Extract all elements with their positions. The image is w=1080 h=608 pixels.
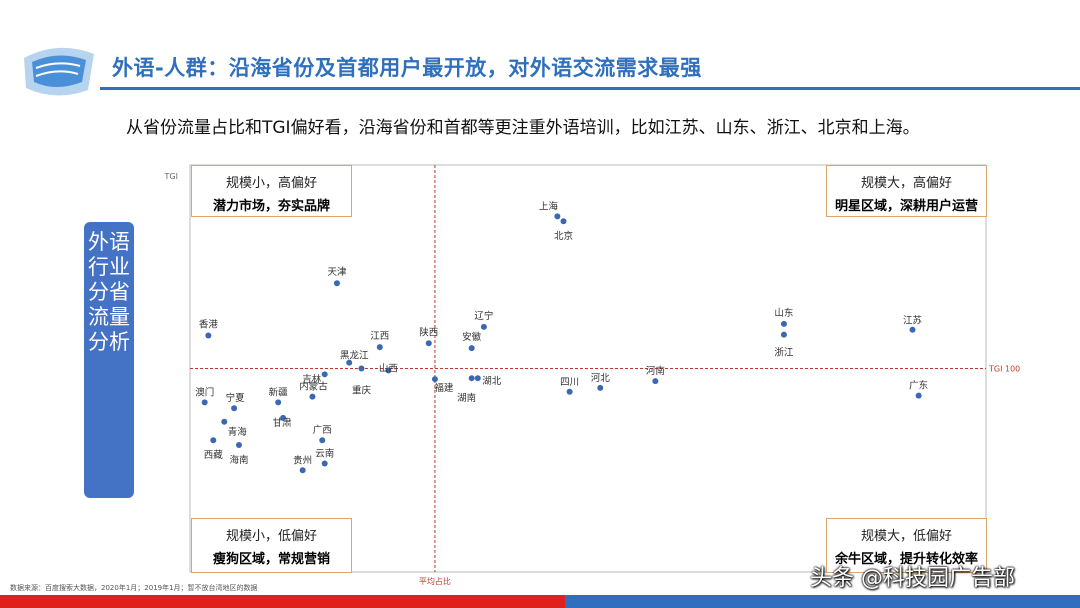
data-point-29 [210,437,217,444]
data-point-25 [231,405,238,412]
data-point-18 [597,384,604,391]
data-point-label-11: 吉林 [302,373,322,385]
quadrant-bottom-left-title: 规模小，低偏好 [225,529,317,544]
data-point-label-17: 四川 [560,377,579,388]
data-point-5 [480,323,487,330]
data-point-label-12: 重庆 [352,385,372,397]
data-point-label-16: 内蒙古 [299,381,328,393]
data-point-2 [560,218,567,225]
data-point-6 [425,340,432,347]
data-point-label-27: 甘肃 [273,417,292,429]
data-point-label-25: 宁夏 [226,392,246,404]
footer-bar-red [0,595,565,608]
y-axis-label: TGI [164,172,178,181]
footer-bar-blue [565,595,1080,608]
quadrant-top-left-title: 规模小，高偏好 [225,176,317,191]
data-point-24 [201,399,208,406]
quadrant-bottom-right-strategy: 余牛区域，提升转化效率 [834,552,978,567]
watermark: 头条 @科技园广告部 [810,566,1015,591]
data-point-20 [780,320,787,327]
data-point-label-29: 西藏 [204,449,224,461]
average-share-label: 平均占比 [419,576,451,586]
data-point-label-5: 辽宁 [474,310,493,322]
data-point-label-7: 安徽 [462,331,482,343]
data-point-label-1: 上海 [539,200,559,212]
data-point-9 [346,359,353,366]
data-point-label-2: 北京 [554,230,573,242]
data-point-label-6: 陕西 [419,326,438,338]
data-point-1 [554,213,561,220]
data-point-label-8: 江西 [370,331,389,342]
quadrant-bottom-left: 规模小，低偏好 瘦狗区域，常规营销 [191,518,352,573]
data-point-label-3: 天津 [327,267,347,278]
page-title: 外语-人群：沿海省份及首都用户最开放，对外语交流需求最强 [112,56,702,80]
data-point-19 [652,378,659,385]
data-point-label-21: 浙江 [774,347,794,359]
data-point-21 [780,331,787,338]
data-point-17 [566,388,573,395]
data-point-label-14: 湖北 [482,376,502,387]
quadrant-bottom-right-title: 规模大，低偏好 [860,529,952,544]
data-point-label-22: 江苏 [903,315,923,327]
data-point-27 [280,414,287,421]
data-point-label-32: 云南 [315,447,334,459]
data-point-label-18: 河北 [591,372,611,384]
data-point-label-13: 福建 [434,382,454,394]
page-subtitle: 从省份流量占比和TGI偏好看，沿海省份和首都等更注重外语培训，比如江苏、山东、浙… [126,118,920,138]
quadrant-top-right-strategy: 明星区域，深耕用户运营 [834,199,978,214]
data-point-26 [275,399,282,406]
data-point-15 [468,375,475,382]
data-point-11 [321,371,328,378]
quadrant-top-left: 规模小，高偏好 潜力市场，夯实品牌 [191,165,352,217]
mask-logo-icon [18,40,100,102]
data-point-label-33: 贵州 [293,454,312,466]
side-label: 外语行业分省流量分析 [88,230,130,354]
data-point-3 [333,280,340,287]
data-point-22 [909,326,916,333]
data-point-13 [431,376,438,383]
data-point-label-19: 河南 [646,365,665,377]
quadrant-top-right-title: 规模大，高偏好 [860,176,952,191]
data-point-12 [358,365,365,372]
data-point-label-23: 广东 [909,380,928,392]
data-point-33 [299,467,306,474]
data-point-32 [321,460,328,467]
data-point-14 [474,375,481,382]
data-point-23 [915,392,922,399]
data-point-label-9: 黑龙江 [340,350,369,362]
data-point-label-24: 澳门 [195,386,214,398]
data-point-label-4: 香港 [199,319,219,331]
data-point-label-10: 山西 [379,363,398,374]
data-point-label-20: 山东 [774,307,793,319]
side-label-box: 外语行业分省流量分析 [84,222,134,498]
data-point-30 [235,442,242,449]
tgi-100-label: TGI 100 [988,365,1020,374]
data-point-28 [221,418,228,425]
quadrant-bottom-right: 规模大，低偏好 余牛区域，提升转化效率 [826,518,987,573]
data-point-8 [376,344,383,351]
data-point-label-30: 海南 [229,454,248,466]
data-point-label-26: 新疆 [269,386,289,398]
data-point-label-15: 湖南 [457,392,476,404]
data-point-label-31: 广西 [313,424,332,436]
data-point-4 [205,332,212,339]
quadrant-top-right: 规模大，高偏好 明星区域，深耕用户运营 [826,165,987,217]
title-divider [100,87,1080,90]
data-point-16 [309,393,316,400]
data-point-31 [319,437,326,444]
data-source-note: 数据来源：百度搜索大数据，2020年1月；2019年1月；暂不放台湾地区的数据 [10,584,258,592]
data-point-label-28: 青海 [228,426,248,438]
quadrant-top-left-strategy: 潜力市场，夯实品牌 [212,199,330,214]
data-point-10 [385,367,392,374]
quadrant-bottom-left-strategy: 瘦狗区域，常规营销 [212,552,330,567]
data-point-7 [468,345,475,352]
